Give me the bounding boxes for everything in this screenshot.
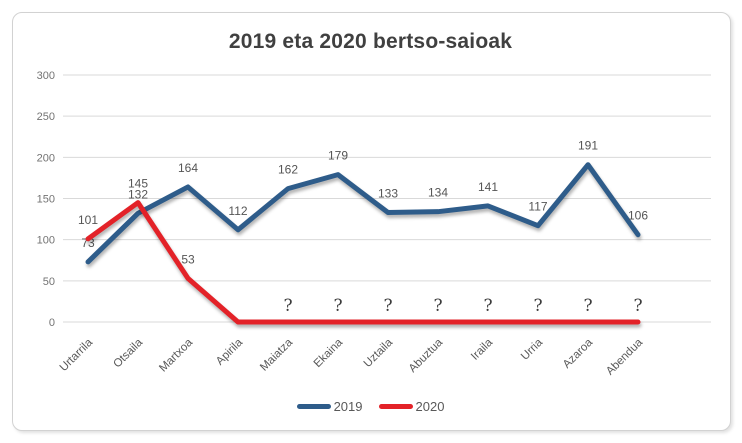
series-line-2019: [85, 162, 641, 265]
data-label-2019: 134: [428, 186, 448, 200]
y-tick-label: 250: [37, 111, 55, 123]
x-axis-label: Urria: [519, 336, 546, 363]
data-label-2019: 112: [228, 204, 247, 218]
x-axis-label: Martxoa: [157, 336, 195, 374]
data-label-2019: 133: [378, 186, 398, 200]
data-label-2019: 73: [81, 236, 95, 250]
data-label-2020: 145: [128, 177, 148, 191]
x-axis-label: Iraila: [469, 336, 496, 363]
x-axis-label: Apirila: [214, 336, 246, 368]
x-axis-label: Urtarrila: [58, 336, 96, 374]
legend-item-2020: 2020: [378, 399, 445, 414]
missing-value-label: ?: [433, 296, 442, 316]
data-label-2019: 162: [278, 163, 298, 177]
missing-value-label: ?: [583, 296, 592, 316]
data-label-2019: 179: [328, 149, 348, 163]
x-axis-label: Azaroa: [561, 336, 596, 371]
x-axis-label: Otsaila: [111, 336, 145, 370]
series-line-2020: [85, 200, 641, 325]
x-axis-label: Ekaina: [312, 336, 346, 370]
y-tick-label: 150: [37, 194, 55, 206]
missing-value-label: ?: [333, 296, 342, 316]
x-axis-label: Abuztua: [407, 336, 446, 375]
y-tick-label: 300: [37, 70, 55, 82]
data-label-2019: 164: [178, 161, 198, 175]
legend-line-swatch-2019: [296, 404, 331, 409]
x-axis-label: Uztaila: [362, 336, 396, 370]
legend-label-2019: 2019: [333, 399, 363, 414]
missing-value-label: ?: [483, 296, 492, 316]
x-axis-label: Abendua: [604, 336, 645, 377]
data-label-2019: 106: [628, 209, 648, 223]
y-tick-label: 0: [49, 317, 55, 329]
data-label-2020: 53: [181, 252, 195, 266]
legend-line-swatch-2020: [378, 404, 413, 409]
missing-value-label: ?: [533, 296, 542, 316]
chart-legend: 2019 2020: [12, 399, 729, 414]
data-label-2019: 117: [528, 200, 547, 214]
missing-value-label: ?: [633, 296, 642, 316]
y-tick-label: 200: [37, 152, 55, 164]
data-label-2020: 101: [78, 213, 98, 227]
missing-value-label: ?: [283, 296, 292, 316]
missing-value-label: ?: [383, 296, 392, 316]
data-label-2019: 141: [478, 180, 498, 194]
y-tick-label: 100: [37, 235, 55, 247]
y-tick-label: 50: [43, 276, 55, 288]
legend-item-2019: 2019: [296, 399, 363, 414]
data-label-2019: 191: [578, 139, 598, 153]
x-axis-label: Maiatza: [258, 336, 295, 373]
data-label-2019: 132: [128, 187, 148, 201]
legend-label-2020: 2020: [415, 399, 445, 414]
chart-title: 2019 eta 2020 bertso-saioak: [228, 30, 513, 53]
